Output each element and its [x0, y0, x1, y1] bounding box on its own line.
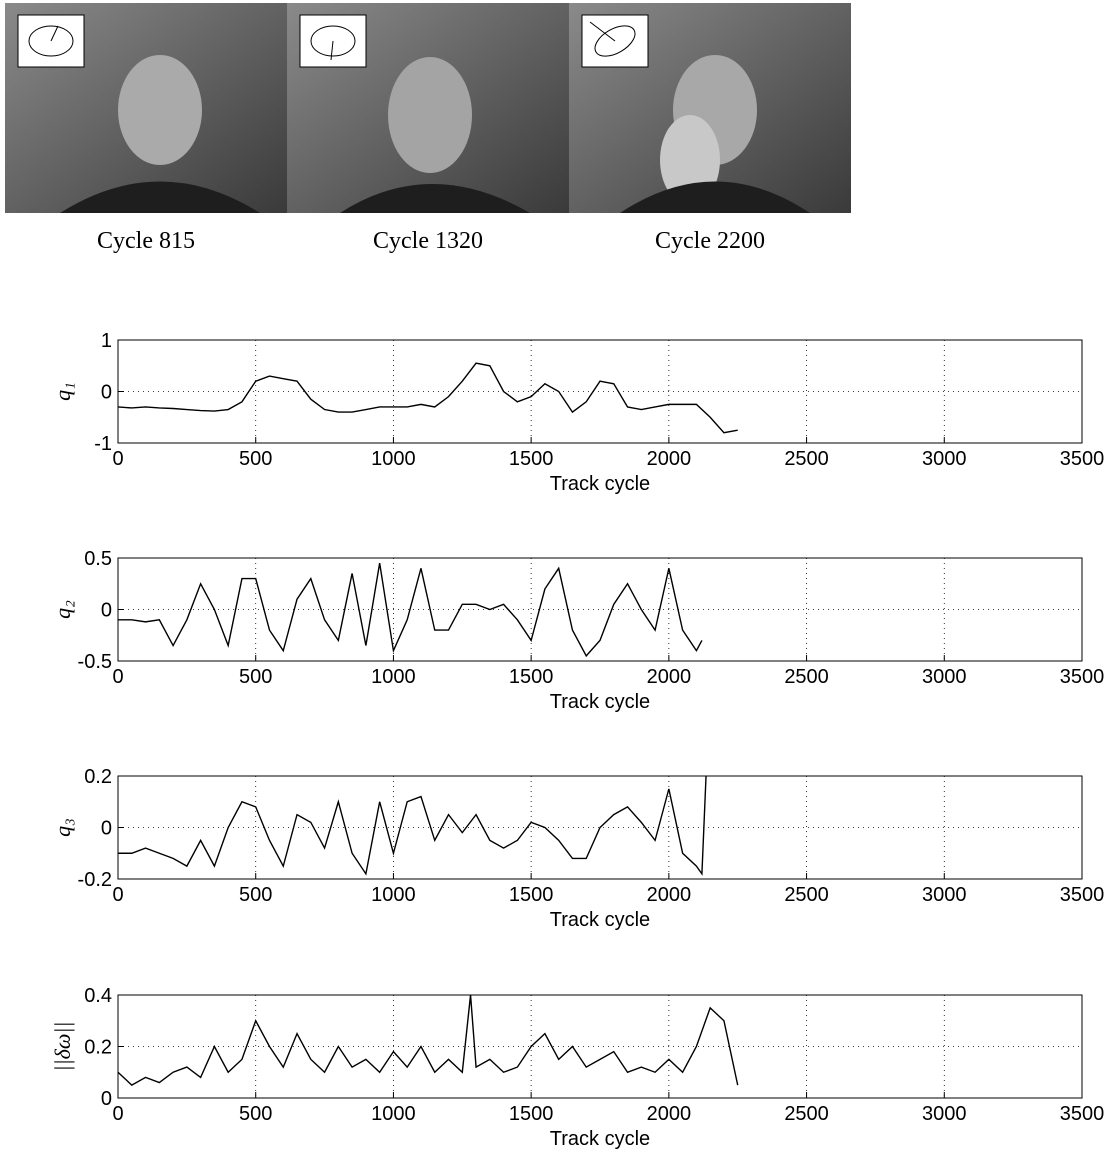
- plot-area: [118, 995, 1082, 1098]
- x-tick-label: 0: [112, 1103, 123, 1125]
- plot-frame: [117, 557, 1083, 662]
- x-tick-label: 3000: [922, 448, 967, 470]
- x-tick-label: 2500: [784, 448, 829, 470]
- y-axis-label: q₁: [50, 382, 75, 401]
- y-tick-label: 0.5: [84, 548, 112, 570]
- caption: Cycle 1320: [373, 228, 483, 254]
- data-line: [117, 362, 738, 434]
- y-tick-label: 0: [101, 818, 112, 840]
- x-tick-label: 1500: [509, 666, 554, 688]
- y-tick-label: 0: [101, 1088, 112, 1110]
- y-tick-label: -0.5: [78, 651, 112, 673]
- x-tick-label: 1500: [509, 884, 554, 906]
- x-tick-label: 3500: [1060, 448, 1105, 470]
- x-axis-label: Track cycle: [550, 691, 650, 713]
- x-axis-label: Track cycle: [550, 1128, 650, 1150]
- x-tick-label: 2000: [647, 1103, 692, 1125]
- data-line: [118, 775, 707, 876]
- x-tick-label: 3000: [922, 666, 967, 688]
- x-tick-label: 1000: [371, 1103, 416, 1125]
- plot-frame: [117, 994, 1083, 1099]
- photo: [569, 3, 851, 213]
- y-tick-label: -1: [94, 433, 112, 455]
- data-line: [117, 994, 739, 1086]
- x-tick-label: 2000: [647, 884, 692, 906]
- x-tick-label: 0: [112, 448, 123, 470]
- x-tick-label: 0: [112, 884, 123, 906]
- x-tick-label: 1500: [509, 448, 554, 470]
- y-axis-label: q₂: [50, 600, 75, 619]
- y-tick-label: 0.2: [84, 766, 112, 788]
- photo: [287, 3, 569, 213]
- x-tick-label: 2000: [647, 448, 692, 470]
- y-tick-label: 1: [101, 330, 112, 352]
- caption: Cycle 815: [97, 228, 195, 254]
- x-tick-label: 2500: [784, 666, 829, 688]
- data-line: [118, 563, 703, 658]
- y-tick-label: 0.4: [84, 985, 112, 1007]
- x-tick-label: 3500: [1060, 884, 1105, 906]
- x-tick-label: 500: [239, 1103, 272, 1125]
- caption: Cycle 2200: [655, 228, 765, 254]
- y-tick-label: 0: [101, 600, 112, 622]
- x-tick-label: 3500: [1060, 666, 1105, 688]
- x-tick-label: 2500: [784, 1103, 829, 1125]
- photo: [5, 3, 287, 213]
- x-tick-label: 2500: [784, 884, 829, 906]
- x-axis-label: Track cycle: [550, 909, 650, 931]
- x-tick-label: 3000: [922, 1103, 967, 1125]
- plot-frame: [117, 775, 1083, 880]
- y-tick-label: 0.2: [84, 1037, 112, 1059]
- x-tick-label: 500: [239, 448, 272, 470]
- y-tick-label: 0: [101, 382, 112, 404]
- x-tick-label: 1500: [509, 1103, 554, 1125]
- x-tick-label: 500: [239, 666, 272, 688]
- x-tick-label: 3000: [922, 884, 967, 906]
- y-axis-label: q₃: [50, 818, 75, 837]
- x-axis-label: Track cycle: [550, 473, 650, 495]
- plot-area: [118, 558, 1082, 661]
- x-tick-label: 1000: [371, 666, 416, 688]
- y-axis-label: ||δω||: [50, 1022, 75, 1072]
- y-tick-label: -0.2: [78, 869, 112, 891]
- x-tick-label: 1000: [371, 884, 416, 906]
- x-tick-label: 1000: [371, 448, 416, 470]
- x-tick-label: 500: [239, 884, 272, 906]
- x-tick-label: 3500: [1060, 1103, 1105, 1125]
- x-tick-label: 0: [112, 666, 123, 688]
- x-tick-label: 2000: [647, 666, 692, 688]
- plot-frame: [117, 339, 1083, 444]
- plot-area: [118, 340, 1082, 443]
